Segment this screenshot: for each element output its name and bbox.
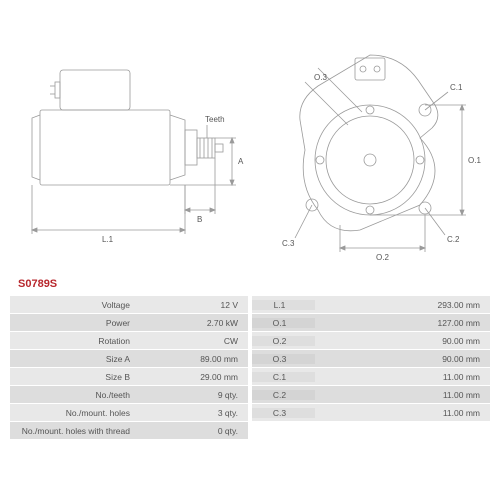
o1-label: O.1	[468, 156, 481, 165]
spec-label: Power	[10, 318, 138, 328]
specs-right-column: L.1293.00 mmO.1127.00 mmO.290.00 mmO.390…	[252, 296, 490, 440]
spec-label: O.1	[252, 318, 315, 328]
spec-value: 293.00 mm	[315, 300, 490, 310]
spec-row: Size A89.00 mm	[10, 350, 248, 368]
spec-row: Power2.70 kW	[10, 314, 248, 332]
spec-row: No./mount. holes with thread0 qty.	[10, 422, 248, 440]
spec-row: O.390.00 mm	[252, 350, 490, 368]
part-number: S0789S	[18, 278, 490, 290]
dim-a-label: A	[238, 157, 244, 166]
teeth-label: Teeth	[205, 115, 225, 124]
spec-label: C.2	[252, 390, 315, 400]
spec-label: O.3	[252, 354, 315, 364]
spec-value: 9 qty.	[138, 390, 248, 400]
spec-row: O.290.00 mm	[252, 332, 490, 350]
spec-value: 11.00 mm	[315, 372, 490, 382]
o3-label: O.3	[314, 73, 327, 82]
spec-value: 0 qty.	[138, 426, 248, 436]
c1-label: C.1	[450, 83, 463, 92]
spec-value: 89.00 mm	[138, 354, 248, 364]
spec-row: L.1293.00 mm	[252, 296, 490, 314]
dim-b-label: B	[197, 215, 202, 224]
spec-label: Size A	[10, 354, 138, 364]
spec-label: No./mount. holes	[10, 408, 138, 418]
spec-label: No./teeth	[10, 390, 138, 400]
spec-label: L.1	[252, 300, 315, 310]
spec-row: C.211.00 mm	[252, 386, 490, 404]
front-view-diagram: O.3 O.1 O.2 C.1 C.2 C.3	[250, 10, 490, 270]
spec-value: CW	[138, 336, 248, 346]
spec-label: Voltage	[10, 300, 138, 310]
spec-label: No./mount. holes with thread	[10, 426, 138, 436]
spec-label: Rotation	[10, 336, 138, 346]
spec-value: 11.00 mm	[315, 390, 490, 400]
spec-row: RotationCW	[10, 332, 248, 350]
spec-row: C.111.00 mm	[252, 368, 490, 386]
spec-label: O.2	[252, 336, 315, 346]
spec-value: 29.00 mm	[138, 372, 248, 382]
c3-label: C.3	[282, 239, 295, 248]
spec-value: 2.70 kW	[138, 318, 248, 328]
spec-value: 90.00 mm	[315, 336, 490, 346]
diagram-area: Teeth A B L.1	[10, 10, 490, 270]
c2-label: C.2	[447, 235, 460, 244]
spec-row: No./mount. holes3 qty.	[10, 404, 248, 422]
spec-row: C.311.00 mm	[252, 404, 490, 422]
specs-table: Voltage12 VPower2.70 kWRotationCWSize A8…	[10, 296, 490, 440]
spec-value: 3 qty.	[138, 408, 248, 418]
spec-label: C.1	[252, 372, 315, 382]
spec-value: 11.00 mm	[315, 408, 490, 418]
spec-row: Voltage12 V	[10, 296, 248, 314]
spec-value: 127.00 mm	[315, 318, 490, 328]
spec-value: 12 V	[138, 300, 248, 310]
spec-row: No./teeth9 qty.	[10, 386, 248, 404]
spec-row: O.1127.00 mm	[252, 314, 490, 332]
spec-value: 90.00 mm	[315, 354, 490, 364]
specs-left-column: Voltage12 VPower2.70 kWRotationCWSize A8…	[10, 296, 248, 440]
spec-row: Size B29.00 mm	[10, 368, 248, 386]
side-view-diagram: Teeth A B L.1	[10, 10, 250, 270]
spec-label: C.3	[252, 408, 315, 418]
o2-label: O.2	[376, 253, 389, 262]
dim-l1-label: L.1	[102, 235, 114, 244]
spec-label: Size B	[10, 372, 138, 382]
